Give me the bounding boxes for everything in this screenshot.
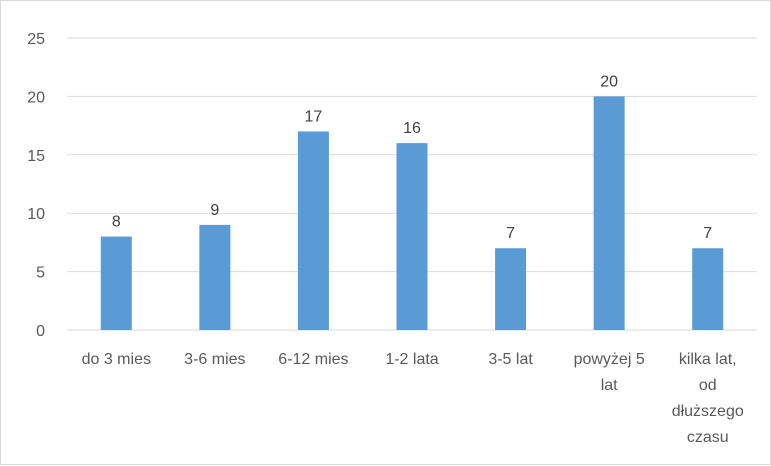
y-tick-label: 20 <box>27 89 45 106</box>
x-tick-label-line: do 3 mies <box>82 351 151 368</box>
x-tick-label-line: lat <box>601 377 618 394</box>
bar <box>297 131 329 330</box>
data-label: 16 <box>403 120 421 137</box>
x-tick-label-line: 1-2 lata <box>385 351 438 368</box>
bar <box>692 248 724 330</box>
data-label: 7 <box>703 225 712 242</box>
x-tick-label: 1-2 lata <box>385 351 438 368</box>
x-tick-label: 6-12 mies <box>278 351 348 368</box>
x-tick-label-line: 3-6 mies <box>184 351 245 368</box>
data-label: 20 <box>600 73 618 90</box>
x-tick-label: 3-5 lat <box>488 351 533 368</box>
bar <box>396 143 428 330</box>
x-tick-label: powyżej 5 lat <box>574 351 645 394</box>
y-tick-label: 5 <box>36 265 45 282</box>
data-label: 9 <box>210 202 219 219</box>
data-label: 7 <box>506 225 515 242</box>
x-tick-label-line: dłuższego <box>672 403 744 420</box>
y-tick-label: 15 <box>27 148 45 165</box>
y-tick-label: 10 <box>27 206 45 223</box>
x-tick-label-line: czasu <box>687 429 729 446</box>
data-label: 8 <box>112 214 121 231</box>
bar <box>100 236 132 330</box>
x-tick-label-line: powyżej 5 <box>574 351 645 368</box>
bar <box>495 248 527 330</box>
bar <box>593 96 625 331</box>
x-tick-label-line: 6-12 mies <box>278 351 348 368</box>
y-tick-label: 25 <box>27 31 45 48</box>
x-tick-label: kilka lat, od dłuższego czasu <box>672 351 744 446</box>
data-label: 17 <box>305 108 323 125</box>
x-tick-label: do 3 mies <box>82 351 151 368</box>
x-tick-label: 3-6 mies <box>184 351 245 368</box>
bar <box>199 224 231 330</box>
x-tick-label-line: od <box>699 377 717 394</box>
x-tick-label-line: 3-5 lat <box>488 351 533 368</box>
x-tick-label-line: kilka lat, <box>679 351 737 368</box>
y-tick-label: 0 <box>36 323 45 340</box>
